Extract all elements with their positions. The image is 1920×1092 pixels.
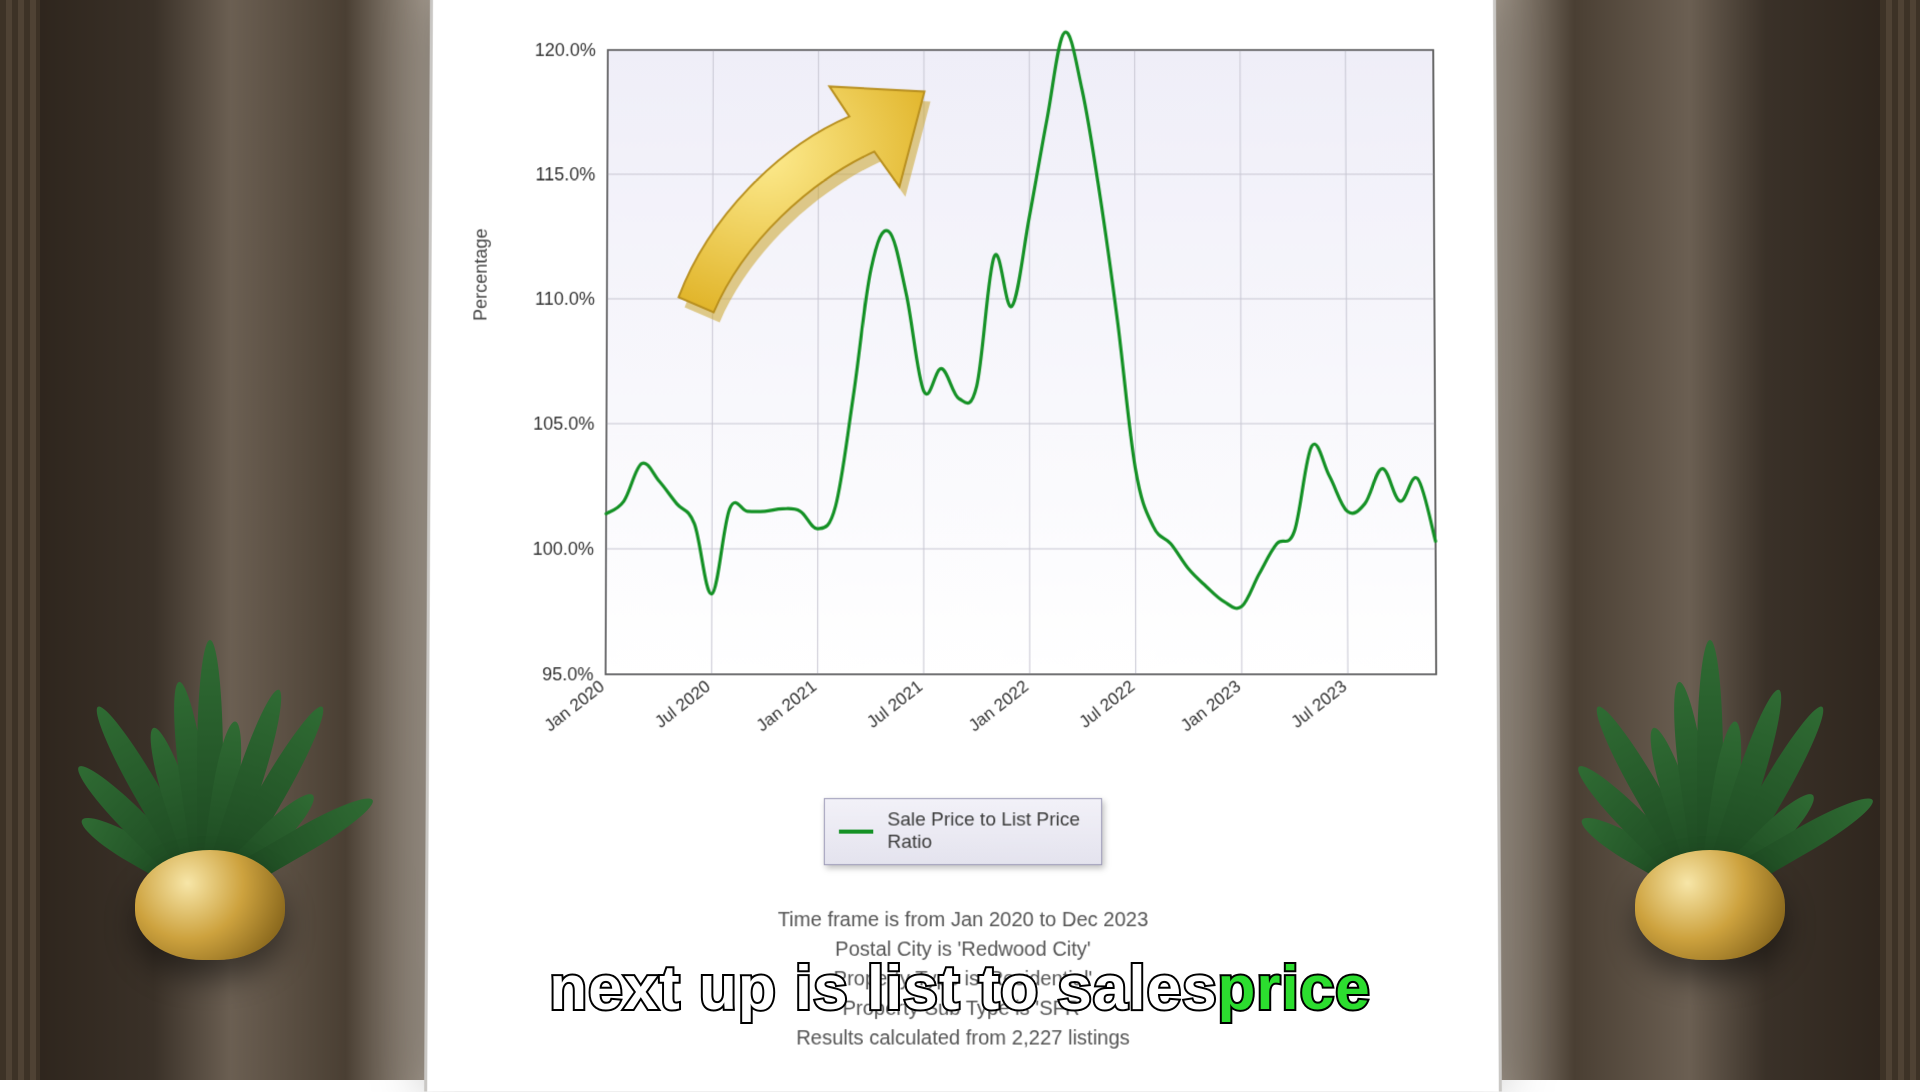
svg-text:Jul 2022: Jul 2022 [1076, 677, 1139, 732]
chart-area: Percentage 95.0%100.0%105.0%110.0%115.0%… [474, 20, 1451, 745]
legend: Sale Price to List Price Ratio [824, 798, 1102, 865]
meta-line: Results calculated from 2,227 listings [427, 1024, 1498, 1054]
svg-text:110.0%: 110.0% [535, 289, 595, 309]
legend-label: Sale Price to List Price Ratio [887, 809, 1087, 853]
wood-panel-left [0, 0, 40, 1080]
chart-panel: Percentage 95.0% 100.0% 105.0% 110.0% 115.0%… [424, 0, 1502, 1091]
svg-text:Jan 2020: Jan 2020 [541, 677, 608, 736]
plant-pot-left [135, 850, 285, 960]
svg-text:120.0%: 120.0% [535, 40, 596, 60]
svg-text:Jan 2022: Jan 2022 [965, 677, 1032, 736]
wood-panel-right [1880, 0, 1920, 1080]
legend-swatch [839, 829, 873, 833]
y-axis-title: Percentage [470, 228, 492, 321]
svg-text:95.0%: 95.0% [542, 664, 593, 684]
svg-text:Jan 2021: Jan 2021 [753, 677, 820, 736]
caption-green: price [1218, 954, 1371, 1023]
svg-text:105.0%: 105.0% [533, 414, 594, 434]
svg-text:Jan 2023: Jan 2023 [1177, 677, 1244, 736]
svg-text:Jul 2021: Jul 2021 [863, 677, 926, 732]
caption-white: next up is list to sales [549, 954, 1217, 1023]
meta-line: Time frame is from Jan 2020 to Dec 2023 [428, 906, 1498, 936]
svg-text:Jul 2023: Jul 2023 [1288, 677, 1351, 732]
video-caption: next up is list to salesprice [549, 953, 1371, 1024]
svg-text:115.0%: 115.0% [536, 164, 596, 184]
svg-text:100.0%: 100.0% [533, 539, 594, 559]
plant-left [90, 580, 330, 960]
plant-pot-right [1635, 850, 1785, 960]
line-chart-svg: 95.0% 100.0% 105.0% 110.0% 115.0% 120.0% Jan 2… [474, 20, 1451, 745]
plant-right [1590, 580, 1830, 960]
svg-text:Jul 2020: Jul 2020 [651, 677, 714, 732]
